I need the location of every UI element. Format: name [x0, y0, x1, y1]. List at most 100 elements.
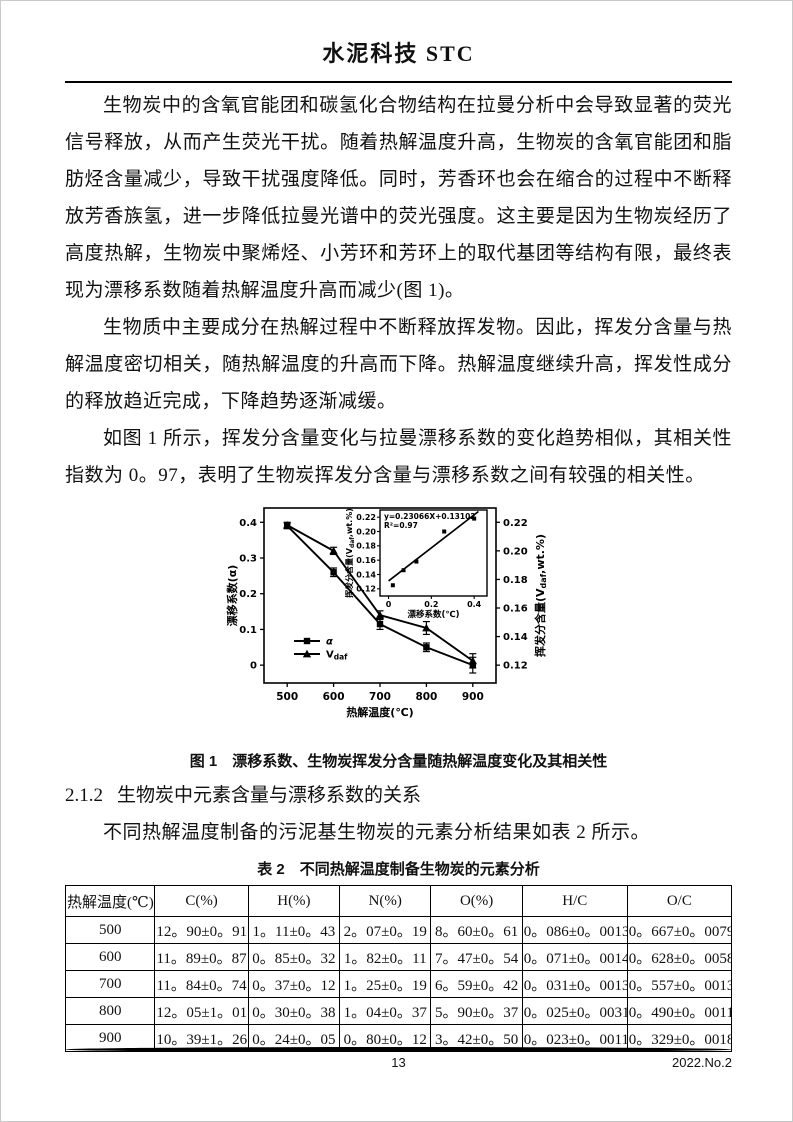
svg-text:0.20: 0.20: [503, 546, 528, 557]
table-2: 热解温度(℃) C(%) H(%) N(%) O(%) H/C O/C 500 12。90±0…: [64, 885, 733, 1052]
svg-text:y=0.23066X+0.13102: y=0.23066X+0.13102: [384, 512, 476, 521]
svg-text:0.16: 0.16: [356, 556, 376, 565]
section-number: 2.1.2: [65, 785, 103, 806]
cell-value: 7。47±0。54: [430, 943, 523, 971]
table-2-caption: 表 2 不同热解温度制备生物炭的元素分析: [257, 861, 540, 878]
figure-1-caption: 图 1 漂移系数、生物炭挥发分含量随热解温度变化及其相关性: [189, 753, 608, 770]
svg-text:0.12: 0.12: [356, 585, 376, 594]
svg-text:0: 0: [250, 661, 257, 672]
column-header: H/C: [521, 885, 628, 917]
cell-value: 11。89±0。87: [154, 943, 249, 971]
cell-value: 0。025±0。0031: [521, 997, 628, 1025]
column-header: C(%): [154, 885, 249, 917]
issue-label: 2022.No.2: [672, 1055, 732, 1070]
svg-text:0.18: 0.18: [356, 542, 376, 551]
cell-value: 0。37±0。12: [247, 970, 341, 998]
svg-text:600: 600: [322, 691, 344, 703]
cell-value: 1。82±0。11: [339, 943, 432, 971]
table-2-head: 热解温度(℃) C(%) H(%) N(%) O(%) H/C O/C: [64, 885, 733, 917]
svg-text:0.12: 0.12: [503, 661, 528, 672]
section-heading: 2.1.2 生物炭中元素含量与漂移系数的关系: [65, 781, 732, 811]
series-Vdaf: [282, 520, 477, 669]
cell-value: 1。04±0。37: [339, 997, 432, 1025]
svg-text:挥发分含量(Vdaf,wt.%): 挥发分含量(Vdaf,wt.%): [344, 508, 356, 598]
cell-value: 1。25±0。19: [339, 970, 432, 998]
page-header: 水泥科技 STC: [65, 39, 732, 83]
cell-value: 12。90±0。91: [154, 916, 249, 944]
column-header: O/C: [626, 885, 733, 917]
section-title: 生物炭中元素含量与漂移系数的关系: [117, 785, 422, 806]
cell-value: 11。84±0。74: [154, 970, 249, 998]
svg-text:0.16: 0.16: [503, 604, 528, 615]
column-header: O(%): [430, 885, 523, 917]
page-number: 13: [391, 1055, 406, 1070]
table-row: 800 12。05±1。01 0。30±0。38 1。04±0。37 5。90±0。37…: [64, 997, 733, 1025]
svg-text:0.2: 0.2: [424, 600, 438, 609]
chart-legend: α Vdaf: [293, 637, 348, 662]
cell-value: 0。85±0。32: [247, 943, 341, 971]
column-header: N(%): [339, 885, 432, 917]
svg-text:热解温度(℃): 热解温度(℃): [346, 705, 413, 719]
chart-axes: 00.10.20.30.40.120.140.160.180.200.22500…: [225, 507, 548, 719]
svg-text:漂移系数(℃): 漂移系数(℃): [407, 609, 459, 620]
cell-value: 0。086±0。0013: [521, 916, 628, 944]
cell-value: 0。30±0。38: [247, 997, 341, 1025]
cell-value: 6。59±0。42: [430, 970, 523, 998]
svg-text:700: 700: [369, 691, 391, 703]
cell-value: 8。60±0。61: [430, 916, 523, 944]
cell-temperature: 900: [64, 1024, 156, 1052]
cell-value: 5。90±0。37: [430, 997, 523, 1025]
svg-text:0.1: 0.1: [239, 625, 257, 636]
column-header: H(%): [247, 885, 341, 917]
cell-temperature: 600: [64, 943, 156, 971]
cell-value: 0。031±0。0013: [521, 970, 628, 998]
cell-value: 12。05±1。01: [154, 997, 249, 1025]
svg-text:0.4: 0.4: [467, 600, 482, 609]
header-rule: [65, 81, 732, 83]
table-header-row: 热解温度(℃) C(%) H(%) N(%) O(%) H/C O/C: [64, 885, 733, 917]
cell-value: 1。11±0。43: [247, 916, 341, 944]
svg-text:α: α: [326, 637, 333, 648]
svg-text:0.14: 0.14: [503, 632, 528, 643]
table-row: 600 11。89±0。87 0。85±0。32 1。82±0。11 7。47±0。54…: [64, 943, 733, 971]
svg-text:900: 900: [461, 691, 483, 703]
svg-text:漂移系数(α): 漂移系数(α): [225, 565, 239, 627]
body-text: 生物炭中的含氧官能团和碳氢化合物结构在拉曼分析中会导致显著的荧光信号释放，从而产…: [65, 87, 732, 494]
svg-text:Vdaf: Vdaf: [326, 650, 348, 662]
table-row: 700 11。84±0。74 0。37±0。12 1。25±0。19 6。59±0。42…: [64, 970, 733, 998]
footer-rule: [65, 1047, 732, 1052]
svg-text:R²=0.97: R²=0.97: [384, 521, 418, 530]
paragraph-3: 如图 1 所示，挥发分含量变化与拉曼漂移系数的变化趋势相似，其相关性指数为 0。…: [65, 428, 732, 486]
footer-row: 13 2022.No.2: [65, 1055, 732, 1073]
cell-value: 0。490±0。0011: [626, 997, 733, 1025]
cell-value: 2。07±0。19: [339, 916, 432, 944]
svg-text:0.2: 0.2: [239, 589, 257, 600]
paragraph-2: 生物质中主要成分在热解过程中不断释放挥发物。因此，挥发分含量与热解温度密切相关，…: [65, 317, 732, 412]
cell-value: 0。628±0。0058: [626, 943, 733, 971]
svg-text:500: 500: [276, 691, 298, 703]
page-footer: 13 2022.No.2: [65, 1047, 732, 1073]
svg-text:0.14: 0.14: [356, 570, 376, 579]
cell-value: 0。557±0。0013: [626, 970, 733, 998]
svg-text:0.3: 0.3: [239, 554, 257, 565]
svg-text:0: 0: [385, 600, 391, 609]
paragraph-1: 生物炭中的含氧官能团和碳氢化合物结构在拉曼分析中会导致显著的荧光信号释放，从而产…: [65, 95, 732, 301]
svg-text:0.18: 0.18: [503, 575, 528, 586]
svg-text:0.22: 0.22: [356, 513, 376, 522]
svg-text:0.20: 0.20: [356, 527, 376, 536]
cell-value: 0。071±0。0014: [521, 943, 628, 971]
cell-value: 0。667±0。0079: [626, 916, 733, 944]
cell-temperature: 500: [64, 916, 156, 944]
chart-inset: 0.12 0.14 0.16 0.18 0.20 0.22 0 0.2 0.4 漂移系数(℃) 挥发…: [344, 508, 488, 620]
section-intro: 不同热解温度制备的污泥基生物炭的元素分析结果如表 2 所示。: [103, 822, 651, 843]
cell-value: 0。329±0。0018: [626, 1024, 733, 1052]
svg-text:挥发分含量(Vdaf,wt.%): 挥发分含量(Vdaf,wt.%): [533, 534, 548, 657]
table-2-body: 500 12。90±0。91 1。11±0。43 2。07±0。19 8。60±0。61…: [64, 916, 733, 1052]
cell-temperature: 700: [64, 970, 156, 998]
svg-text:0.22: 0.22: [503, 518, 528, 529]
table-row: 500 12。90±0。91 1。11±0。43 2。07±0。19 8。60±0。61…: [64, 916, 733, 944]
svg-text:800: 800: [415, 691, 437, 703]
journal-title: 水泥科技 STC: [322, 41, 475, 66]
column-header: 热解温度(℃): [64, 885, 156, 917]
svg-text:0.4: 0.4: [239, 518, 257, 529]
